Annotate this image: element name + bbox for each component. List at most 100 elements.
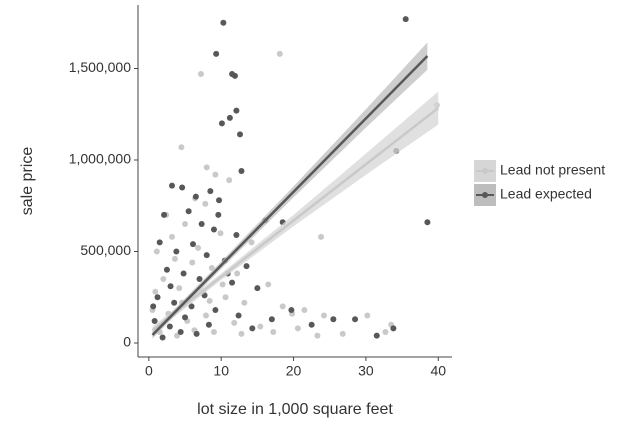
- point: [207, 188, 214, 195]
- point: [195, 244, 202, 251]
- point: [192, 193, 199, 200]
- y-tick-label: 500,000: [80, 242, 131, 258]
- point: [152, 288, 159, 295]
- fit-line: [151, 107, 440, 332]
- point: [216, 197, 223, 204]
- point: [233, 232, 240, 239]
- point: [238, 167, 245, 174]
- point: [188, 303, 195, 310]
- point: [203, 312, 210, 319]
- point: [294, 325, 301, 332]
- point: [330, 316, 337, 323]
- point: [320, 312, 327, 319]
- point: [215, 211, 222, 218]
- point: [169, 182, 176, 189]
- legend-label: Lead not present: [500, 162, 605, 178]
- point: [235, 312, 242, 319]
- point: [270, 329, 277, 336]
- point: [189, 241, 196, 248]
- point: [213, 50, 220, 57]
- point: [222, 294, 229, 301]
- point: [352, 316, 359, 323]
- point: [279, 303, 286, 310]
- point: [212, 307, 219, 314]
- point: [151, 318, 158, 325]
- point: [217, 230, 224, 237]
- point: [231, 319, 238, 326]
- point: [203, 164, 210, 171]
- point: [268, 316, 275, 323]
- point: [226, 177, 233, 184]
- point: [218, 120, 225, 127]
- point: [171, 299, 178, 306]
- x-tick-label: 30: [358, 363, 374, 379]
- point: [229, 279, 236, 286]
- point: [249, 325, 256, 332]
- point: [265, 281, 272, 288]
- point: [189, 259, 196, 266]
- point: [382, 329, 389, 336]
- point: [373, 332, 380, 339]
- point: [167, 283, 174, 290]
- y-axis-label: sale price: [19, 147, 36, 216]
- point: [238, 330, 245, 337]
- point: [308, 321, 315, 328]
- point: [166, 323, 173, 330]
- point: [203, 252, 210, 259]
- point: [161, 211, 168, 218]
- point: [276, 50, 283, 57]
- point: [182, 221, 189, 228]
- point: [241, 299, 248, 306]
- point: [178, 144, 185, 151]
- point: [176, 285, 183, 292]
- point: [173, 248, 180, 255]
- point: [182, 314, 189, 321]
- point: [288, 307, 295, 314]
- point: [212, 171, 219, 178]
- point: [364, 312, 371, 319]
- point: [163, 266, 170, 273]
- point: [210, 329, 217, 336]
- legend-dot: [482, 168, 488, 174]
- point: [171, 255, 178, 262]
- x-tick-label: 10: [213, 363, 229, 379]
- point: [179, 184, 186, 191]
- y-tick-label: 1,000,000: [69, 151, 131, 167]
- point: [339, 330, 346, 337]
- point: [248, 239, 255, 246]
- point: [231, 72, 238, 79]
- legend-dot: [482, 192, 488, 198]
- point: [197, 70, 204, 77]
- x-tick-label: 0: [145, 363, 153, 379]
- point: [159, 334, 166, 341]
- point: [424, 219, 431, 226]
- point: [198, 221, 205, 228]
- point: [185, 208, 192, 215]
- point: [154, 294, 161, 301]
- point: [174, 332, 181, 339]
- point: [318, 233, 325, 240]
- point: [390, 325, 397, 332]
- fit-line: [151, 55, 429, 336]
- point: [257, 323, 264, 330]
- x-axis-label: lot size in 1,000 square feet: [197, 401, 393, 418]
- y-tick-label: 1,500,000: [69, 59, 131, 75]
- x-tick-label: 40: [430, 363, 446, 379]
- point: [210, 226, 217, 233]
- point: [177, 329, 184, 336]
- point: [301, 307, 308, 314]
- point: [314, 332, 321, 339]
- point: [233, 107, 240, 114]
- y-tick-label: 0: [123, 334, 131, 350]
- point: [254, 285, 261, 292]
- point: [243, 263, 250, 270]
- point: [153, 248, 160, 255]
- point: [226, 114, 233, 121]
- point: [196, 275, 203, 282]
- point: [193, 330, 200, 337]
- x-tick-label: 20: [286, 363, 302, 379]
- point: [205, 321, 212, 328]
- legend-label: Lead expected: [500, 186, 592, 202]
- point: [208, 264, 215, 271]
